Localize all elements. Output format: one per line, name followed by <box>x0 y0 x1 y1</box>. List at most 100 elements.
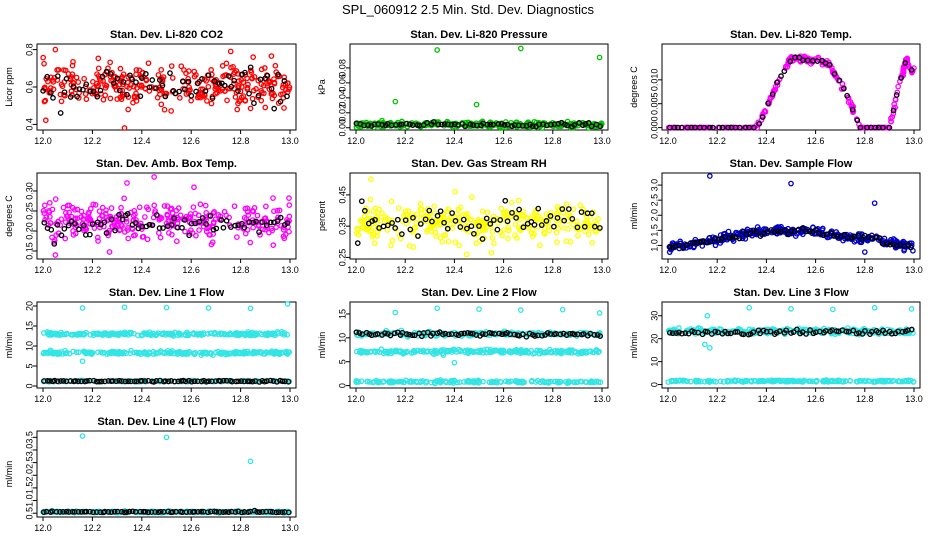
data-point <box>51 241 58 247</box>
data-point <box>756 120 763 127</box>
data-point <box>193 232 199 239</box>
data-point <box>205 331 211 337</box>
data-point <box>890 107 897 114</box>
data-point <box>240 93 247 99</box>
data-point <box>557 348 564 355</box>
data-point <box>487 221 494 227</box>
data-point <box>445 206 452 212</box>
data-point <box>60 204 67 211</box>
data-point <box>281 329 288 336</box>
data-point <box>130 83 137 90</box>
data-point <box>268 53 275 59</box>
y-tick-label: 20 <box>649 334 659 344</box>
x-tick-label: 12.8 <box>232 523 250 533</box>
data-point <box>228 83 235 90</box>
data-point <box>467 330 474 337</box>
data-point <box>97 87 104 94</box>
data-point <box>437 216 444 222</box>
data-point <box>737 124 743 131</box>
data-point <box>52 252 59 258</box>
data-point <box>529 123 536 130</box>
y-axis-label: ml/min <box>317 332 327 359</box>
data-point <box>221 208 228 215</box>
data-point <box>715 236 722 243</box>
data-point <box>83 96 90 103</box>
data-point <box>375 211 382 217</box>
data-point <box>169 231 175 238</box>
data-point <box>581 223 588 230</box>
data-point <box>597 333 604 340</box>
data-point <box>476 306 482 313</box>
data-point <box>508 213 514 219</box>
data-point <box>71 206 78 213</box>
data-point <box>591 223 598 230</box>
data-point <box>264 219 271 226</box>
data-point <box>53 331 60 338</box>
data-point <box>133 67 140 73</box>
data-point <box>488 379 495 385</box>
data-point <box>131 349 138 356</box>
data-point <box>258 97 265 104</box>
data-point <box>828 229 834 236</box>
data-point <box>812 227 819 233</box>
data-point <box>489 235 496 241</box>
data-point <box>161 106 168 113</box>
data-point <box>908 306 915 312</box>
data-point <box>90 88 97 95</box>
data-point <box>574 224 581 231</box>
data-point <box>191 184 197 191</box>
data-point <box>231 77 238 84</box>
data-point <box>209 239 216 246</box>
data-point <box>231 203 238 210</box>
data-point <box>577 202 584 209</box>
data-point <box>76 86 83 92</box>
data-point <box>377 218 384 224</box>
data-point <box>233 378 239 385</box>
data-point <box>151 174 157 180</box>
data-point <box>443 347 450 354</box>
data-point <box>557 378 564 385</box>
data-point <box>474 230 481 237</box>
data-point <box>199 215 206 221</box>
data-point <box>894 89 901 96</box>
data-point <box>40 330 47 336</box>
data-point <box>263 349 270 355</box>
data-point <box>284 220 291 227</box>
y-axis-label: Licor ppm <box>4 67 14 107</box>
data-point <box>548 378 554 385</box>
data-point <box>467 348 474 354</box>
x-tick-label: 12.4 <box>758 394 776 404</box>
data-point <box>497 378 504 385</box>
data-point <box>596 310 603 316</box>
data-point <box>107 73 114 80</box>
data-point <box>221 88 228 94</box>
data-point <box>399 231 405 237</box>
data-point <box>372 205 379 212</box>
data-point <box>392 225 399 231</box>
data-point <box>94 234 101 241</box>
data-point <box>62 92 68 99</box>
data-point <box>576 120 582 126</box>
data-point <box>282 378 288 385</box>
x-tick-label: 12.4 <box>758 136 776 146</box>
data-point <box>583 348 589 355</box>
x-tick-label: 12.0 <box>34 523 52 533</box>
data-point <box>778 73 784 79</box>
data-point <box>753 228 760 235</box>
data-point <box>250 219 257 226</box>
x-tick-label: 12.6 <box>495 265 513 275</box>
x-tick-label: 12.0 <box>34 136 52 146</box>
data-point <box>167 70 173 76</box>
data-point <box>78 208 85 215</box>
data-point <box>41 349 47 356</box>
data-point <box>479 208 486 215</box>
data-point <box>571 349 578 356</box>
data-point <box>119 93 126 100</box>
data-point <box>585 231 592 238</box>
data-point <box>54 73 61 79</box>
y-tick-label: 1.0 <box>649 239 659 252</box>
data-point <box>908 66 915 73</box>
data-point <box>554 239 560 245</box>
data-point <box>802 226 809 232</box>
